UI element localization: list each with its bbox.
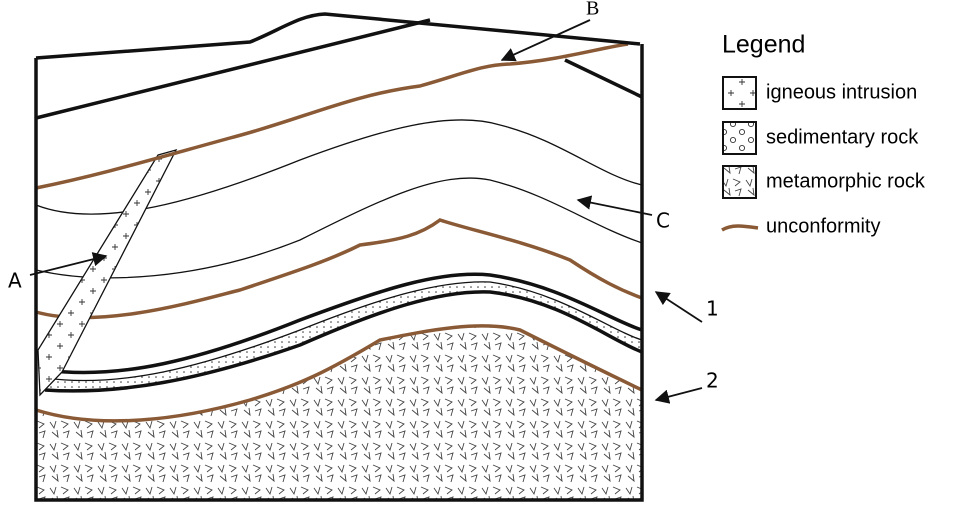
callout-label: B — [586, 0, 599, 20]
callout-label: A — [8, 269, 22, 293]
arrow — [576, 195, 653, 216]
arrow — [654, 291, 703, 323]
callout-label: C — [656, 209, 670, 233]
legend: Legend igneous intrusion sedimentary roc… — [721, 31, 926, 237]
legend-item: igneous intrusion — [766, 81, 917, 103]
callout-label: 1 — [706, 297, 719, 321]
legend-title: Legend — [722, 31, 805, 59]
arrow — [29, 252, 108, 276]
legend-item: metamorphic rock — [766, 170, 926, 192]
legend-item: sedimentary rock — [766, 126, 919, 148]
callouts: A B C 1 2 — [8, 0, 719, 404]
arrow — [654, 387, 703, 404]
legend-item: unconformity — [766, 215, 881, 237]
callout-label: 2 — [706, 369, 719, 393]
arrow — [500, 19, 591, 62]
cross-section — [34, 12, 644, 502]
